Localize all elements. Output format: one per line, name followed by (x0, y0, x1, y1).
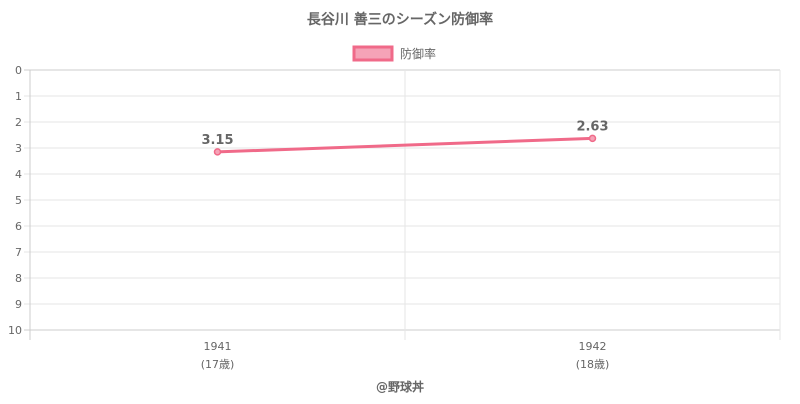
data-point[interactable] (213, 148, 222, 156)
y-tick-label: 10 (8, 324, 22, 337)
y-tick-label: 0 (15, 64, 22, 77)
x-tick-age: (18歳) (576, 358, 610, 371)
y-tick-label: 5 (15, 194, 22, 207)
legend[interactable]: 防御率 (352, 45, 436, 62)
series-layer: 3.15 2.63 (201, 119, 609, 156)
x-axis-ticks: 1941 (17歳) 1942 (18歳) (201, 340, 610, 371)
y-tick-label: 1 (15, 90, 22, 103)
y-tick-label: 8 (15, 272, 22, 285)
x-tick-year: 1942 (579, 340, 607, 353)
x-tick-age: (17歳) (201, 358, 235, 371)
y-tick-label: 7 (15, 246, 22, 259)
x-tick-year: 1941 (204, 340, 232, 353)
data-point[interactable] (588, 134, 597, 143)
footer-credit: @野球丼 (376, 379, 424, 394)
y-tick-label: 4 (15, 168, 22, 181)
y-tick-label: 2 (15, 116, 22, 129)
data-label: 2.63 (576, 119, 608, 134)
y-tick-label: 9 (15, 298, 22, 311)
grid-lines (24, 69, 781, 340)
y-axis-ticks: 0 1 2 3 4 5 6 7 8 9 10 (8, 64, 22, 337)
legend-swatch (352, 45, 394, 62)
chart-title: 長谷川 善三のシーズン防御率 (307, 11, 493, 28)
y-tick-label: 6 (15, 220, 22, 233)
legend-label: 防御率 (400, 46, 436, 61)
y-tick-label: 3 (15, 142, 22, 155)
series-line (217, 136, 593, 154)
data-label: 3.15 (201, 133, 233, 148)
